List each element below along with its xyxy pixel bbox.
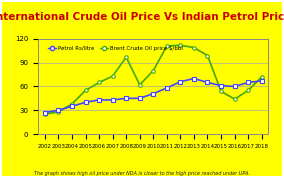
Legend: Petrol Rs/litre, Brent Crude Oil price $/bbl: Petrol Rs/litre, Brent Crude Oil price $… [45,44,185,53]
Brent Crude Oil price $/bbl [84,89,87,91]
Text: The graph shows high oil price under NDA is closer to the high price reached und: The graph shows high oil price under NDA… [34,171,250,176]
Brent Crude Oil price $/bbl [260,76,263,78]
Petrol Rs/litre [43,112,47,114]
Petrol Rs/litre [192,77,196,80]
Petrol Rs/litre [152,93,155,95]
Petrol Rs/litre [97,99,101,101]
Brent Crude Oil price $/bbl [70,103,74,105]
Petrol Rs/litre [138,97,141,100]
Brent Crude Oil price $/bbl [97,81,101,83]
Petrol Rs/litre [219,85,223,87]
Petrol Rs/litre [206,81,209,83]
Brent Crude Oil price $/bbl [206,54,209,57]
Petrol Rs/litre [233,85,236,88]
Petrol Rs/litre [165,87,168,89]
Brent Crude Oil price $/bbl [124,56,128,58]
Brent Crude Oil price $/bbl [43,113,47,115]
Line: Petrol Rs/litre: Petrol Rs/litre [43,77,264,114]
Text: International Crude Oil Price Vs Indian Petrol Price: International Crude Oil Price Vs Indian … [0,12,284,22]
Brent Crude Oil price $/bbl [192,46,196,49]
Brent Crude Oil price $/bbl [57,111,60,113]
Petrol Rs/litre [260,80,263,82]
Brent Crude Oil price $/bbl [219,90,223,92]
Line: Brent Crude Oil price $/bbl: Brent Crude Oil price $/bbl [43,43,264,116]
Petrol Rs/litre [70,105,74,107]
Brent Crude Oil price $/bbl [138,84,141,86]
Brent Crude Oil price $/bbl [111,75,114,77]
Petrol Rs/litre [57,109,60,111]
Petrol Rs/litre [84,101,87,103]
Brent Crude Oil price $/bbl [179,44,182,46]
Petrol Rs/litre [179,81,182,83]
Petrol Rs/litre [111,99,114,101]
Brent Crude Oil price $/bbl [152,70,155,72]
Petrol Rs/litre [247,81,250,83]
Brent Crude Oil price $/bbl [165,45,168,47]
Brent Crude Oil price $/bbl [233,98,236,100]
Brent Crude Oil price $/bbl [247,89,250,91]
Petrol Rs/litre [124,97,128,100]
